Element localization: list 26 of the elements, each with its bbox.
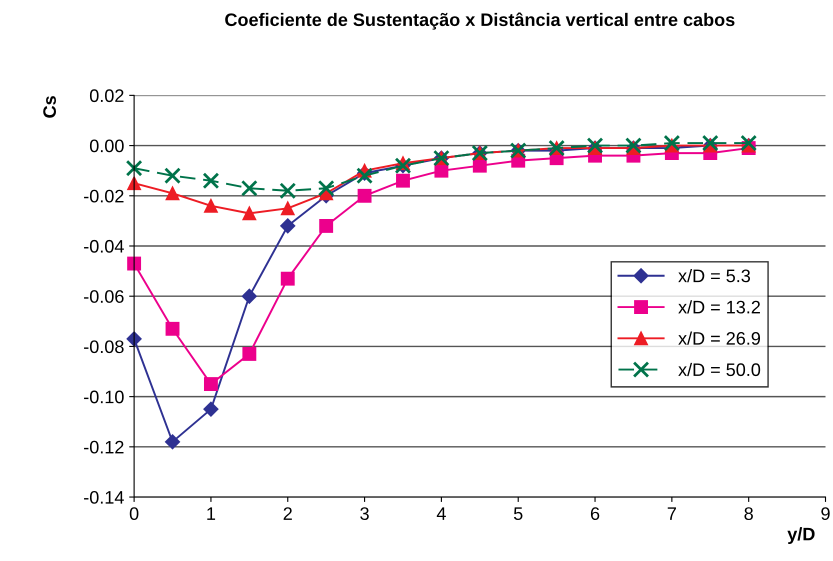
- legend-label: x/D = 26.9: [678, 332, 760, 345]
- chart-title: Coeficiente de Sustentação x Distância vertical entre cabos: [225, 12, 734, 30]
- x-tick-label: 2: [284, 507, 292, 520]
- x-tick-label: 9: [821, 507, 830, 520]
- x-tick-label: 0: [130, 507, 138, 520]
- x-tick-label: 4: [436, 507, 446, 520]
- x-tick-label: 5: [514, 507, 522, 520]
- y-tick-label: -0.06: [84, 290, 124, 303]
- y-tick-label: 0.02: [90, 89, 124, 102]
- x-tick-label: 3: [360, 507, 369, 520]
- y-axis-title: Cs: [43, 96, 56, 118]
- x-tick-label: 6: [590, 507, 600, 520]
- y-tick-label: -0.12: [84, 440, 124, 454]
- x-axis-title: y/D: [787, 527, 815, 544]
- legend-label: x/D = 50.0: [678, 362, 760, 376]
- legend-label: x/D = 13.2: [678, 300, 760, 314]
- y-tick-label: -0.10: [84, 390, 124, 404]
- x-tick-label: 1: [207, 507, 216, 520]
- y-tick-label: -0.08: [84, 340, 124, 354]
- x-tick-label: 8: [744, 507, 753, 520]
- y-tick-label: -0.14: [84, 490, 124, 504]
- x-tick-label: 7: [668, 507, 676, 520]
- y-tick-label: -0.02: [84, 190, 124, 203]
- y-tick-label: 0.00: [90, 140, 124, 152]
- y-tick-label: -0.04: [84, 240, 124, 253]
- legend-label: x/D = 5.3: [678, 268, 750, 282]
